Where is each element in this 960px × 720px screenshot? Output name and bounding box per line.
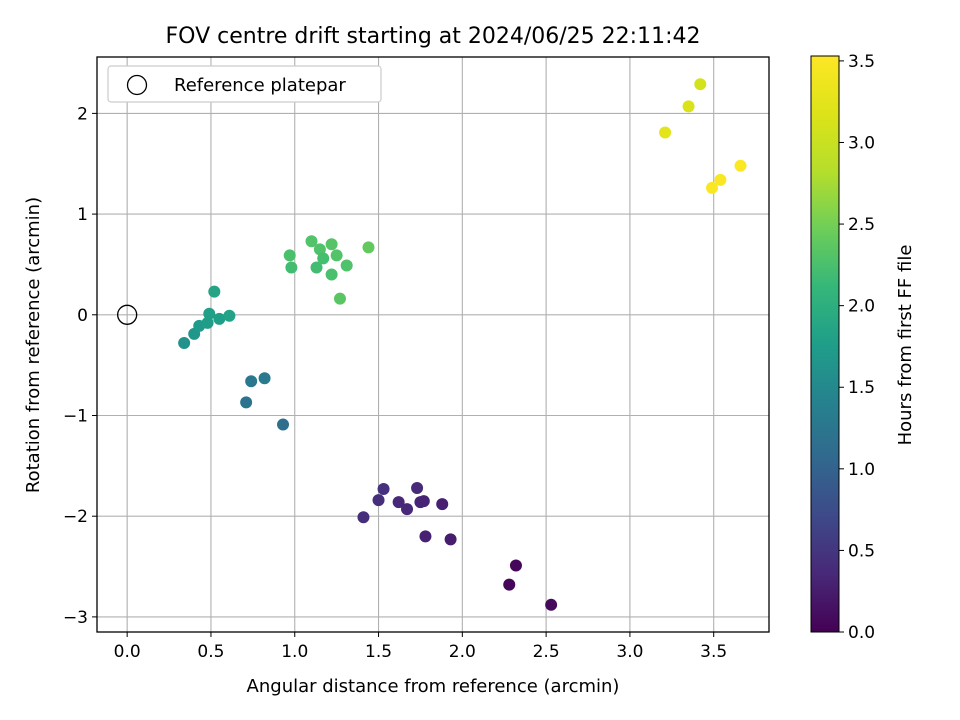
plot-frame (96, 56, 770, 633)
data-point (213, 312, 226, 325)
colorbar-tick-label: 1.0 (848, 460, 875, 480)
x-tick-label: 0.0 (114, 642, 141, 662)
data-point (201, 316, 214, 329)
data-point (734, 159, 747, 172)
y-tick-label: 2 (77, 104, 88, 124)
data-point (258, 372, 271, 385)
colorbar-tick-label: 3.5 (848, 52, 875, 72)
data-points (178, 78, 747, 611)
y-tick-label: −2 (63, 507, 88, 527)
data-point (694, 78, 707, 91)
colorbar-ticks: 0.0 0.5 1.0 1.5 2.0 2.5 3.0 3.5 (839, 52, 875, 643)
data-point (706, 181, 719, 194)
x-tick-label: 1.5 (365, 642, 392, 662)
data-point (317, 252, 330, 265)
data-point (392, 496, 405, 509)
data-point (444, 533, 457, 546)
data-point (277, 418, 290, 431)
x-tick-label: 2.5 (533, 642, 560, 662)
chart-title: FOV centre drift starting at 2024/06/25 … (166, 24, 701, 49)
data-point (362, 241, 375, 254)
data-point (411, 481, 424, 494)
reference-platepar-marker (117, 304, 138, 325)
legend-box (107, 65, 382, 103)
data-point (178, 336, 191, 349)
data-point (417, 495, 430, 508)
data-point (340, 259, 353, 272)
data-point (401, 503, 414, 516)
colorbar-gradient (810, 55, 840, 633)
data-point (325, 268, 338, 281)
colorbar-label: Hours from first FF file (895, 245, 916, 446)
data-point (714, 173, 727, 186)
y-tick-label: −1 (63, 406, 88, 426)
x-tick-label: 2.0 (449, 642, 476, 662)
colorbar-tick-label: 2.0 (848, 297, 875, 317)
y-axis-label: Rotation from reference (arcmin) (23, 197, 44, 493)
data-point (682, 100, 695, 113)
data-point (305, 235, 318, 248)
data-point (357, 511, 370, 524)
legend-marker-icon (126, 74, 148, 96)
x-axis-label: Angular distance from reference (arcmin) (247, 676, 620, 697)
colorbar-tick-label: 1.5 (848, 378, 875, 398)
data-point (333, 292, 346, 305)
legend: Reference platepar (107, 65, 382, 103)
y-tick-label: 1 (77, 205, 88, 225)
colorbar-tick-label: 2.5 (848, 215, 875, 235)
data-point (503, 578, 516, 591)
colorbar-tick-label: 0.0 (848, 623, 875, 643)
data-point (240, 396, 253, 409)
legend-entry-reference: Reference platepar (174, 75, 346, 96)
data-point (419, 530, 432, 543)
y-axis-ticks: −3 −2 −1 0 1 2 (63, 104, 97, 628)
reference-layer (117, 304, 138, 325)
grid (97, 57, 769, 632)
x-tick-label: 3.0 (616, 642, 643, 662)
data-point (283, 249, 296, 262)
data-point (245, 375, 258, 388)
colorbar-tick-label: 0.5 (848, 541, 875, 561)
x-tick-label: 3.5 (700, 642, 727, 662)
data-point (313, 243, 326, 256)
x-tick-label: 0.5 (197, 642, 224, 662)
data-point (325, 238, 338, 251)
x-axis-ticks: 0.0 0.5 1.0 1.5 2.0 2.5 3.0 3.5 (114, 632, 727, 662)
y-tick-label: 0 (77, 306, 88, 326)
x-tick-label: 1.0 (281, 642, 308, 662)
data-point (208, 285, 221, 298)
y-tick-label: −3 (63, 608, 88, 628)
colorbar-tick-label: 3.0 (848, 133, 875, 153)
data-point (330, 249, 343, 262)
data-point (509, 559, 522, 572)
data-point (436, 498, 449, 511)
data-point (545, 598, 558, 611)
data-point (310, 261, 323, 274)
colorbar: 0.0 0.5 1.0 1.5 2.0 2.5 3.0 3.5 Hours from firs… (810, 52, 916, 643)
data-point (285, 261, 298, 274)
data-point (377, 483, 390, 496)
data-point (372, 494, 385, 507)
data-point (223, 309, 236, 322)
data-point (203, 307, 216, 320)
data-point (659, 126, 672, 139)
